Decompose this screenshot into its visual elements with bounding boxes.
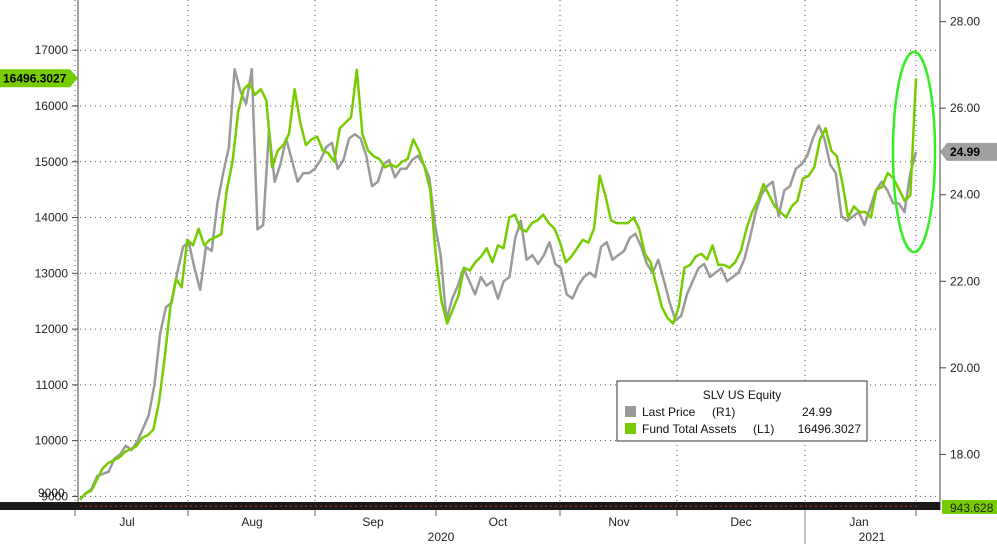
right-bottom-tag: 943.628 (942, 500, 997, 515)
year-label-2020: 2020 (428, 530, 455, 544)
left-tick-label: 14000 (35, 211, 69, 225)
right-current-value: 24.99 (950, 145, 980, 159)
left-bottom-label: 9000 (38, 486, 65, 500)
legend-swatch-fund-total-assets (625, 423, 636, 434)
x-tick-label: Oct (489, 515, 508, 529)
right-tick-label: 18.00 (950, 447, 980, 461)
left-tick-label: 15000 (35, 155, 69, 169)
legend-box (616, 380, 868, 442)
left-current-value: 16496.3027 (3, 71, 67, 85)
legend-axis-fund-total-assets: (L1) (753, 422, 774, 436)
legend-value-last-price: 24.99 (802, 405, 832, 419)
legend-label-last-price: Last Price (642, 405, 696, 419)
right-tick-label: 20.00 (950, 361, 980, 375)
right-tick-label: 26.00 (950, 101, 980, 115)
x-tick-label: Jul (119, 515, 134, 529)
left-tick-label: 17000 (35, 43, 69, 57)
legend-label-fund-total-assets: Fund Total Assets (642, 422, 737, 436)
left-tick-label: 13000 (35, 266, 69, 280)
left-tick-label: 9000 (41, 489, 68, 503)
series-line-last-price (79, 67, 918, 501)
right-tick-label: 22.00 (950, 274, 980, 288)
year-label-2021: 2021 (859, 530, 886, 544)
right-bottom-label: 943.628 (950, 501, 994, 515)
left-current-tag: 16496.3027 (0, 69, 78, 88)
legend-value-fund-total-assets: 16496.3027 (798, 422, 862, 436)
x-tick-label: Aug (241, 515, 262, 529)
legend-axis-last-price: (R1) (712, 405, 735, 419)
left-tick-label: 12000 (35, 322, 69, 336)
left-tick-label: 16000 (35, 99, 69, 113)
left-tick-label: 10000 (35, 434, 69, 448)
x-tick-label: Sep (362, 515, 384, 529)
x-tick-label: Nov (608, 515, 629, 529)
x-tick-label: Jan (849, 515, 868, 529)
right-tick-label: 24.00 (950, 188, 980, 202)
left-tick-label: 11000 (36, 378, 69, 392)
left-axis-ticks: 9000 10000 11000 12000 13000 14000 15000 16000 1… (35, 43, 78, 503)
right-tick-label: 28.00 (950, 15, 980, 29)
right-current-tag: 24.99 (940, 142, 997, 161)
right-axis-ticks: 18.00 20.00 22.00 24.00 26.00 28.00 (940, 15, 980, 461)
highlight-ellipse (891, 50, 937, 254)
series-line-fund-total-assets (79, 68, 918, 501)
legend-title: SLV US Equity (703, 388, 781, 402)
x-axis-ticks: Jul Aug Sep Oct Nov Dec Jan (74, 510, 917, 529)
legend: SLV US Equity Last Price (R1) 24.99 Fund… (616, 380, 868, 442)
legend-swatch-last-price (625, 406, 636, 417)
x-tick-label: Dec (730, 515, 751, 529)
